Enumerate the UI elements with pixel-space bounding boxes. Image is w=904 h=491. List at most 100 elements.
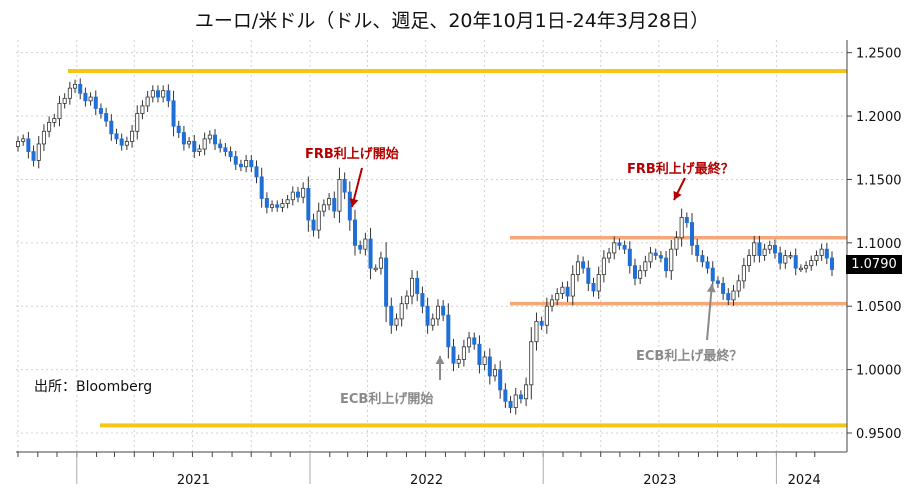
- candle-up: [534, 321, 539, 343]
- y-tick-label: 1.1000: [856, 237, 902, 252]
- candle-up: [88, 96, 93, 102]
- candle-down: [275, 204, 280, 208]
- candle-down: [342, 179, 347, 193]
- candle-up: [648, 252, 653, 263]
- candle-up: [41, 130, 46, 145]
- y-tick-label: 0.9500: [856, 427, 902, 442]
- candle-down: [793, 255, 798, 269]
- candle-up: [399, 303, 404, 320]
- candle-up: [404, 295, 409, 305]
- candle-down: [114, 133, 119, 140]
- candle-down: [218, 143, 223, 149]
- candle-down: [477, 343, 482, 365]
- candles: [15, 78, 835, 415]
- candle-down: [104, 113, 109, 122]
- candle-up: [145, 96, 150, 107]
- candle-down: [352, 219, 358, 246]
- candle-up: [378, 257, 383, 269]
- candle-down: [311, 219, 316, 231]
- candle-down: [26, 138, 31, 152]
- candle-down: [181, 132, 186, 145]
- annotation-arrows: [349, 167, 716, 380]
- candle-up: [410, 277, 415, 297]
- arrow-frb-hike-end-head: [673, 190, 682, 200]
- candle-up: [482, 356, 487, 365]
- candle-up: [612, 242, 617, 254]
- candle-up: [544, 305, 549, 326]
- candle-up: [461, 346, 466, 360]
- candle-down: [415, 277, 420, 294]
- candle-down: [581, 261, 586, 269]
- candle-up: [596, 274, 601, 292]
- axes: 0.9500 1.0000 1.0500 1.1000 1.1500 1.2000 1.25…: [16, 40, 902, 488]
- candle-down: [721, 282, 726, 294]
- candle-up: [435, 305, 440, 320]
- candle-up: [15, 141, 21, 147]
- candle-down: [31, 151, 36, 161]
- candle-down: [627, 248, 632, 267]
- x-tick-label: 2022: [410, 473, 443, 488]
- annotation-frb-hike-end: FRB利上げ最終？: [627, 162, 734, 177]
- arrow-ecb-hike-end-head: [706, 284, 716, 293]
- candle-up: [819, 248, 824, 256]
- candle-up: [52, 118, 57, 123]
- candle-up: [373, 267, 378, 271]
- candle-down: [715, 280, 720, 284]
- candle-up: [202, 138, 207, 150]
- candle-up: [36, 143, 41, 161]
- candle-up: [524, 384, 529, 400]
- candle-up: [62, 97, 67, 104]
- candle-up: [290, 191, 295, 201]
- candle-up: [669, 248, 674, 272]
- candle-down: [658, 255, 663, 259]
- candle-up: [270, 204, 275, 208]
- source-note: 出所：Bloomberg: [34, 379, 153, 395]
- candle-up: [570, 274, 575, 297]
- candle-up: [301, 187, 306, 198]
- candle-up: [73, 83, 78, 89]
- candle-up: [555, 293, 560, 301]
- candle-up: [130, 130, 135, 142]
- y-tick-label: 1.2500: [856, 47, 902, 62]
- candle-down: [389, 305, 394, 326]
- candle-down: [695, 244, 700, 256]
- candle-down: [93, 96, 98, 109]
- candle-up: [783, 255, 788, 264]
- candle-up: [363, 238, 368, 250]
- candle-down: [228, 151, 233, 158]
- candle-down: [384, 257, 389, 307]
- candle-down: [119, 138, 124, 146]
- arrow-frb-hike-start-head: [349, 198, 359, 207]
- x-tick-label: 2021: [177, 473, 210, 488]
- candle-down: [591, 282, 596, 292]
- chart-title: ユーロ/米ドル（ドル、週足、20年10月1日-24年3月28日）: [194, 10, 710, 32]
- candle-up: [747, 255, 752, 267]
- candle-down: [498, 369, 503, 391]
- candle-down: [451, 346, 456, 364]
- candle-up: [280, 203, 285, 208]
- last-price-badge: 1.0790: [846, 255, 902, 274]
- candle-up: [804, 265, 809, 269]
- candle-down: [664, 257, 669, 272]
- candle-down: [98, 108, 103, 114]
- candle-up: [430, 318, 435, 326]
- candle-down: [441, 305, 446, 316]
- candle-up: [47, 122, 52, 132]
- candle-down: [78, 83, 83, 94]
- arrow-ecb-hike-start-head: [435, 356, 445, 364]
- candle-up: [575, 261, 580, 275]
- candle-up: [337, 179, 342, 212]
- candle-down: [508, 400, 513, 409]
- candle-down: [238, 163, 243, 168]
- candle-up: [767, 244, 772, 250]
- candle-up: [244, 160, 249, 168]
- candle-up: [638, 270, 643, 279]
- candle-down: [565, 286, 570, 297]
- candle-up: [321, 204, 326, 212]
- candle-up: [607, 252, 612, 259]
- candle-down: [617, 242, 622, 246]
- annotation-ecb-hike-start: ECB利上げ開始: [340, 392, 434, 407]
- candle-down: [83, 92, 88, 102]
- candle-down: [518, 394, 523, 400]
